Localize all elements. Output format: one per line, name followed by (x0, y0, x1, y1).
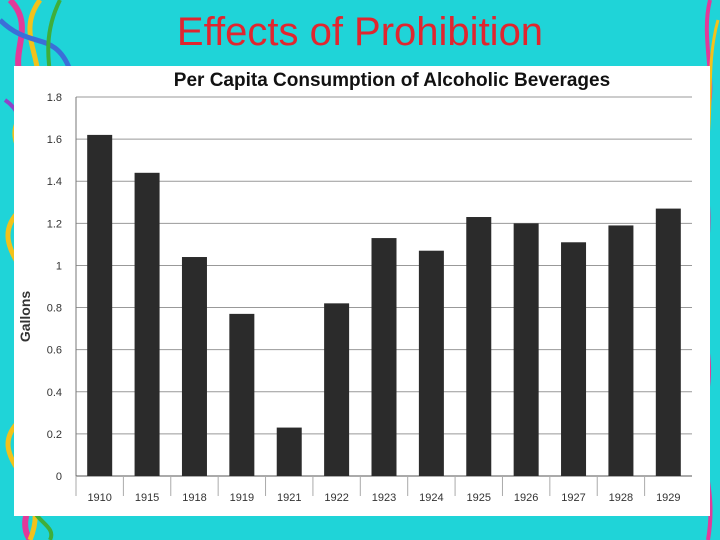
bar-1918 (181, 257, 207, 476)
bar-1922 (324, 303, 350, 476)
y-tick-label: 1.8 (47, 92, 62, 104)
x-tick-label: 1926 (514, 492, 538, 504)
y-tick-label: 1.2 (47, 218, 62, 230)
x-tick-label: 1929 (656, 492, 680, 504)
x-tick-label: 1922 (324, 492, 348, 504)
chart-panel: Per Capita Consumption of Alcoholic Beve… (14, 66, 710, 516)
y-tick-label: 0.6 (47, 345, 62, 357)
slide-title: Effects of Prohibition (176, 10, 544, 54)
bar-1919 (229, 313, 255, 476)
y-tick-label: 0.4 (47, 387, 62, 399)
bar-1921 (276, 427, 302, 476)
x-tick-label: 1919 (230, 492, 254, 504)
y-tick-label: 0.8 (47, 303, 62, 315)
y-tick-label: 1.4 (47, 176, 62, 188)
bar-1926 (513, 223, 539, 476)
x-tick-label: 1925 (467, 492, 491, 504)
chart-title: Per Capita Consumption of Alcoholic Beve… (174, 70, 610, 91)
x-tick-label: 1915 (135, 492, 159, 504)
bar-1910 (87, 134, 113, 476)
x-tick-label: 1928 (609, 492, 633, 504)
bar-1923 (371, 238, 397, 476)
bar-1927 (561, 242, 587, 476)
y-tick-label: 0.2 (47, 429, 62, 441)
bar-1925 (466, 217, 492, 476)
x-tick-label: 1918 (182, 492, 206, 504)
bar-1928 (608, 225, 634, 476)
x-tick-label: 1910 (87, 492, 111, 504)
y-tick-label: 1.6 (47, 134, 62, 146)
x-tick-label: 1927 (561, 492, 585, 504)
x-tick-label: 1924 (419, 492, 443, 504)
y-tick-label: 0 (56, 471, 62, 483)
bar-chart: Per Capita Consumption of Alcoholic Beve… (17, 70, 692, 504)
y-tick-label: 1 (56, 260, 62, 272)
y-axis-label: Gallons (17, 291, 33, 343)
bar-1915 (134, 172, 160, 477)
bar-1924 (418, 250, 444, 476)
x-tick-label: 1923 (372, 492, 396, 504)
bar-1929 (655, 208, 681, 476)
x-tick-label: 1921 (277, 492, 301, 504)
